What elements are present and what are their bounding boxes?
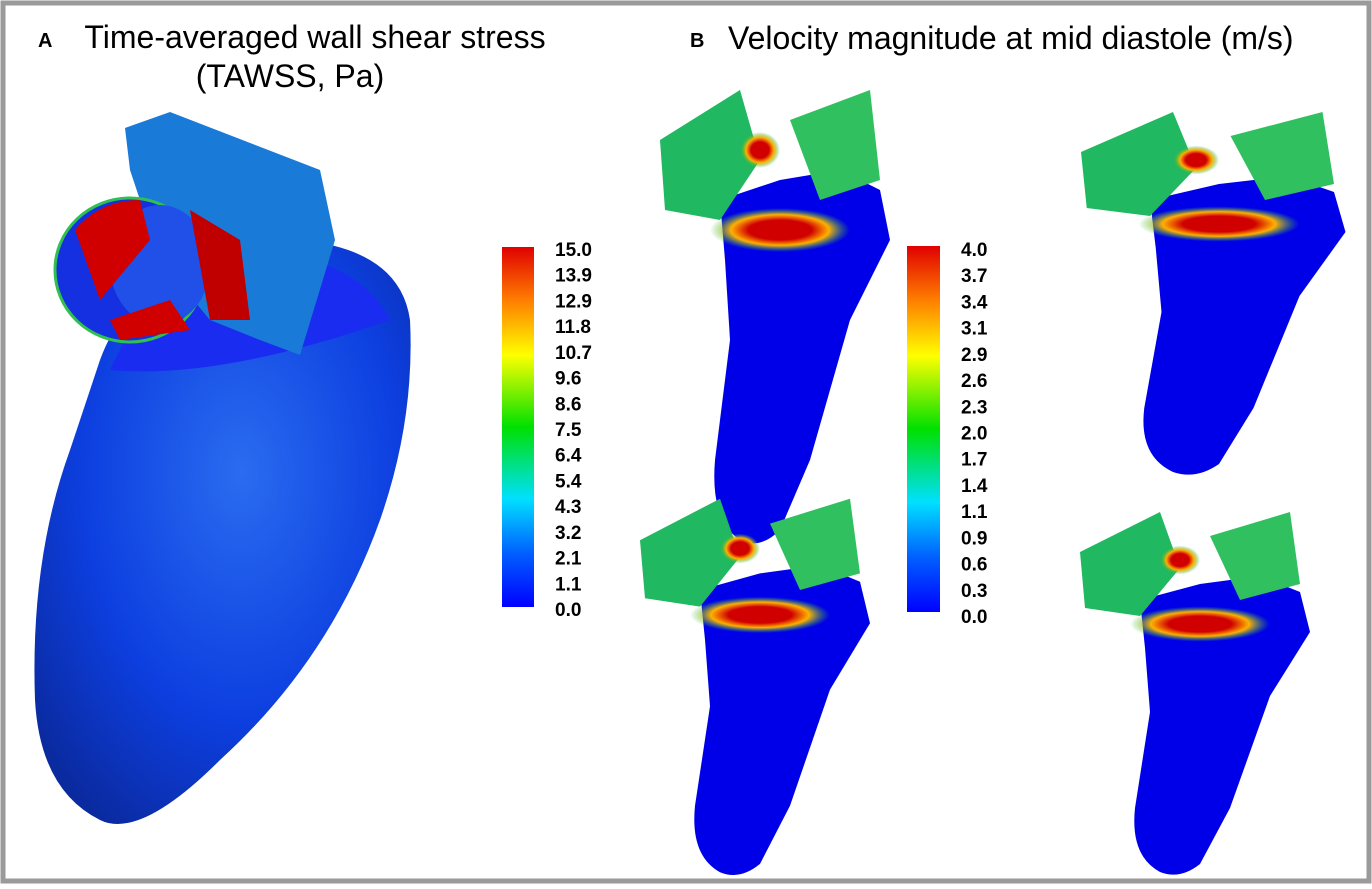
colorbar-label: 11.8	[555, 317, 591, 338]
colorbar-label: 9.6	[555, 369, 581, 390]
colorbar-label: 12.9	[555, 291, 592, 312]
colorbar-label: 4.0	[961, 240, 987, 261]
colorbar-label: 0.0	[961, 607, 987, 628]
panel-title: (TAWSS, Pa)	[196, 58, 384, 94]
figure: A Time-averaged wall shear stress (TAWSS…	[0, 0, 1372, 884]
panel-title: Time-averaged wall shear stress	[84, 19, 545, 55]
colorbar-label: 13.9	[555, 266, 592, 287]
colorbar-label: 0.9	[961, 528, 987, 549]
colorbar-label: 4.3	[555, 497, 581, 518]
colorbar-label: 8.6	[555, 394, 581, 415]
colorbar	[502, 247, 534, 607]
colorbar-label: 1.7	[961, 450, 987, 471]
colorbar-label: 0.6	[961, 555, 987, 576]
colorbar-label: 0.0	[555, 600, 581, 621]
panel-label: B	[690, 30, 704, 52]
colorbar-label: 2.0	[961, 424, 987, 445]
colorbar-label: 2.9	[961, 345, 987, 366]
page: A Time-averaged wall shear stress (TAWSS…	[0, 0, 1372, 884]
colorbar-label: 15.0	[555, 240, 592, 261]
colorbar-label: 5.4	[555, 471, 582, 492]
colorbar-label: 3.2	[555, 523, 581, 544]
colorbar-label: 3.4	[961, 292, 988, 313]
colorbar-label: 0.3	[961, 581, 987, 602]
panel-title: Velocity magnitude at mid diastole (m/s)	[728, 20, 1294, 56]
colorbar	[907, 246, 940, 612]
colorbar-label: 3.1	[961, 319, 988, 340]
colorbar-label: 7.5	[555, 420, 582, 441]
colorbar-label: 10.7	[555, 343, 592, 364]
colorbar-label: 2.3	[961, 397, 987, 418]
colorbar-label: 3.7	[961, 266, 987, 287]
colorbar-label: 1.1	[555, 574, 582, 595]
colorbar-label: 1.4	[961, 476, 988, 497]
colorbar-label: 2.1	[555, 549, 582, 570]
colorbar-label: 1.1	[961, 502, 988, 523]
panel-label: A	[38, 30, 52, 52]
colorbar-label: 6.4	[555, 446, 582, 467]
colorbar-label: 2.6	[961, 371, 987, 392]
